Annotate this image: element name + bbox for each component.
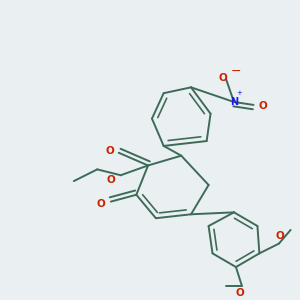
Text: O: O: [259, 101, 268, 111]
Text: N: N: [230, 97, 238, 107]
Text: O: O: [219, 73, 228, 82]
Text: O: O: [275, 231, 284, 241]
Text: −: −: [231, 65, 241, 78]
Text: O: O: [106, 175, 115, 185]
Text: +: +: [236, 90, 242, 96]
Text: O: O: [236, 288, 244, 298]
Text: O: O: [106, 146, 114, 156]
Text: O: O: [97, 199, 106, 208]
